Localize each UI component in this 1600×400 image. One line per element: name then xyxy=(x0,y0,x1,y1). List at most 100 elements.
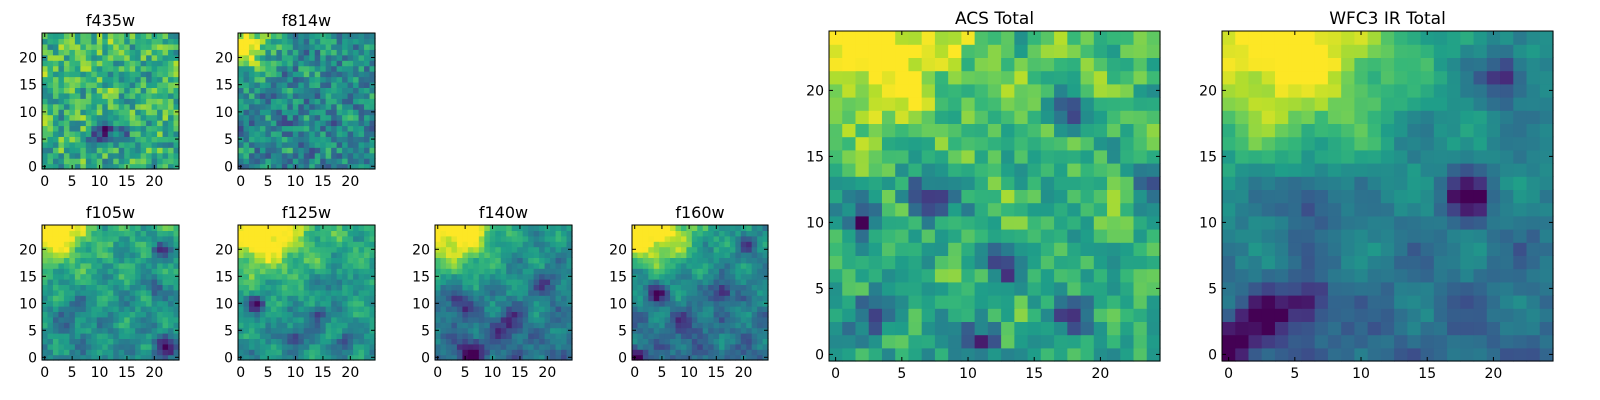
heatmap-cell xyxy=(642,279,649,285)
heatmap-cell xyxy=(259,136,266,143)
heatmap-cell xyxy=(303,235,310,242)
heatmap-cell xyxy=(42,235,49,242)
heatmap-cell xyxy=(238,60,245,67)
heatmap-cell xyxy=(146,279,153,285)
heatmap-cell xyxy=(157,109,164,116)
heatmap-cell xyxy=(325,295,332,302)
heatmap-cell xyxy=(713,268,720,275)
heatmap-cell xyxy=(462,295,469,302)
heatmap-cell xyxy=(124,311,131,318)
heatmap-cell xyxy=(1539,334,1554,349)
heatmap-cell xyxy=(325,241,332,248)
heatmap-cell xyxy=(292,295,299,302)
heatmap-cell xyxy=(162,252,169,258)
heatmap-cell xyxy=(69,338,76,345)
heatmap-cell xyxy=(309,65,316,72)
heatmap-cell xyxy=(1341,308,1355,322)
heatmap-cell xyxy=(342,87,349,94)
heatmap-cell xyxy=(708,306,715,312)
heatmap-cell xyxy=(746,235,753,242)
heatmap-cell xyxy=(58,98,65,105)
heatmap-cell xyxy=(303,279,310,285)
heatmap-cell xyxy=(358,152,365,159)
heatmap-cell xyxy=(135,114,142,121)
heatmap-cell xyxy=(254,76,261,83)
heatmap-cell xyxy=(1314,189,1329,204)
heatmap-cell xyxy=(80,163,87,170)
heatmap-cell xyxy=(719,349,726,356)
heatmap-cell xyxy=(495,333,502,339)
heatmap-cell xyxy=(440,246,447,253)
heatmap-cell xyxy=(52,125,60,132)
heatmap-cell xyxy=(642,311,649,318)
heatmap-cell xyxy=(292,71,299,78)
heatmap-cell xyxy=(708,343,715,350)
heatmap-cell xyxy=(637,246,644,253)
heatmap-cell xyxy=(173,268,180,275)
heatmap-cell xyxy=(287,71,294,78)
heatmap-cell xyxy=(102,60,109,67)
heatmap-cell xyxy=(342,289,349,296)
heatmap-cell xyxy=(113,158,120,165)
heatmap-cell xyxy=(80,147,87,154)
heatmap-cell xyxy=(489,262,496,269)
heatmap-cell xyxy=(642,257,649,264)
heatmap-cell xyxy=(162,246,169,253)
heatmap-cell xyxy=(314,114,321,121)
heatmap-cell xyxy=(702,300,709,307)
heatmap-cell xyxy=(107,257,114,264)
heatmap-cell xyxy=(331,163,338,170)
heatmap-cell xyxy=(664,316,671,323)
heatmap-cell xyxy=(566,284,573,291)
heatmap-cell xyxy=(670,279,677,285)
heatmap-cell xyxy=(85,43,92,50)
heatmap-cell xyxy=(664,349,671,356)
heatmap-cell xyxy=(435,262,442,269)
heatmap-cell xyxy=(353,284,360,291)
heatmap-cell xyxy=(1407,334,1422,349)
heatmap-cell xyxy=(287,235,294,242)
heatmap-cell xyxy=(364,343,371,350)
heatmap-cell xyxy=(1394,176,1408,190)
heatmap-cell xyxy=(85,92,92,99)
panel-title: f105w xyxy=(86,203,135,222)
heatmap-cell xyxy=(347,152,354,159)
heatmap-cell xyxy=(254,81,261,88)
heatmap-cell xyxy=(91,103,98,110)
heatmap-cell xyxy=(42,49,49,56)
heatmap-cell xyxy=(1394,347,1408,362)
heatmap-cell xyxy=(517,311,524,318)
heatmap-cell xyxy=(69,147,76,154)
heatmap-cell xyxy=(908,268,923,283)
heatmap-cell xyxy=(702,252,709,258)
heatmap-cell xyxy=(653,300,660,307)
heatmap-cell xyxy=(52,257,60,264)
heatmap-cell xyxy=(259,273,266,280)
heatmap-cell xyxy=(298,147,305,154)
heatmap-cell xyxy=(506,273,513,280)
heatmap-cell xyxy=(146,268,153,275)
heatmap-cell xyxy=(642,262,649,269)
heatmap-cell xyxy=(265,306,272,312)
heatmap-cell xyxy=(276,130,283,137)
heatmap-cell xyxy=(151,141,158,148)
heatmap-cell xyxy=(74,230,81,237)
heatmap-cell xyxy=(331,87,338,94)
heatmap-cell xyxy=(74,81,81,88)
x-tick-label: 5 xyxy=(657,365,666,381)
heatmap-cell xyxy=(276,316,283,323)
heatmap-cell xyxy=(467,289,474,296)
heatmap-cell xyxy=(1120,295,1135,309)
heatmap-cell xyxy=(691,241,698,248)
heatmap-cell xyxy=(495,343,502,350)
heatmap-cell xyxy=(336,262,343,269)
heatmap-cell xyxy=(868,215,883,230)
heatmap-cell xyxy=(664,273,671,280)
heatmap-cell xyxy=(489,343,496,350)
heatmap-cell xyxy=(500,354,507,361)
heatmap-cell xyxy=(347,65,354,72)
heatmap-cell xyxy=(637,306,644,312)
heatmap-cell xyxy=(238,92,245,99)
